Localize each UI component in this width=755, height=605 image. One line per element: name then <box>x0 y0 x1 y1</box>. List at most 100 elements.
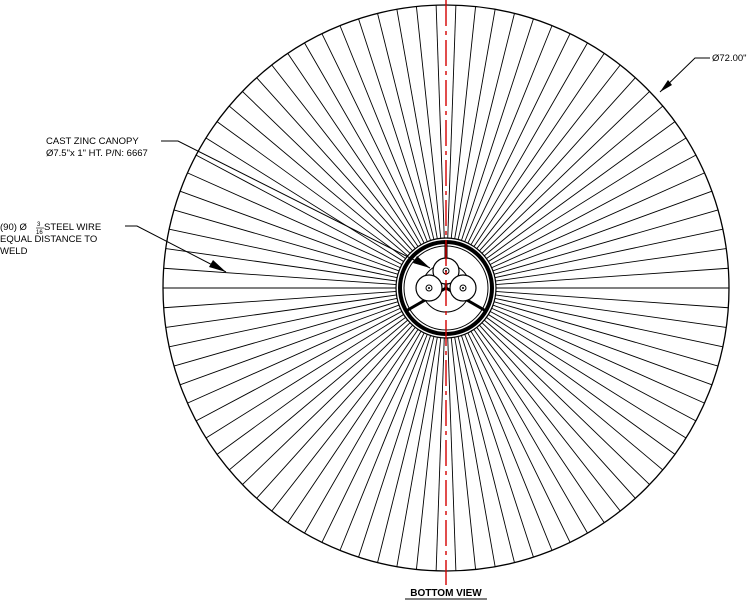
steel-wire <box>475 64 621 251</box>
steel-wire <box>493 290 729 309</box>
steel-wire <box>466 33 571 246</box>
wire-leader <box>125 225 227 273</box>
steel-wire <box>304 329 423 534</box>
steel-wire <box>165 294 399 328</box>
steel-wire <box>469 42 588 247</box>
steel-wire <box>469 329 588 534</box>
steel-wire <box>460 333 534 558</box>
steel-wire <box>463 332 553 551</box>
steel-wire <box>492 297 723 348</box>
steel-wire <box>205 137 406 263</box>
steel-wire <box>358 18 432 243</box>
steel-wire <box>256 323 415 499</box>
steel-wire <box>480 321 650 485</box>
steel-wire <box>477 323 636 499</box>
steel-wire-spokes <box>163 5 729 571</box>
diameter-label: Ø72.00" <box>712 53 747 64</box>
steel-wire <box>457 334 515 563</box>
view-title: BOTTOM VIEW <box>410 588 482 599</box>
steel-wire <box>490 303 713 386</box>
steel-wire <box>173 300 400 367</box>
steel-wire <box>242 91 412 255</box>
steel-wire <box>169 297 400 348</box>
steel-wire <box>460 18 534 243</box>
steel-wire <box>287 327 420 523</box>
steel-wire <box>493 267 729 286</box>
steel-wire <box>472 53 605 249</box>
steel-wire <box>358 333 432 558</box>
steel-wire <box>482 105 664 258</box>
steel-wire <box>339 332 429 551</box>
steel-wire <box>435 5 445 241</box>
steel-wire <box>187 307 403 404</box>
steel-wire <box>228 105 410 258</box>
steel-wire <box>492 209 719 276</box>
steel-wire <box>453 9 496 241</box>
steel-wire <box>228 318 410 471</box>
steel-wire <box>165 248 399 282</box>
steel-wire <box>179 190 402 273</box>
steel-wire <box>163 290 399 309</box>
steel-wire <box>271 64 417 251</box>
steel-wire <box>450 335 477 570</box>
steel-wire <box>486 137 687 263</box>
wire-label-line1-suffix: STEEL WIRE <box>44 222 101 233</box>
steel-wire <box>287 53 420 249</box>
wire-label-line3: WELD <box>0 246 28 257</box>
steel-wire <box>492 300 719 367</box>
diameter-leader <box>659 57 710 93</box>
steel-wire <box>396 9 439 241</box>
steel-wire <box>489 172 705 269</box>
steel-wire <box>482 318 664 471</box>
steel-wire <box>477 77 636 253</box>
steel-wire <box>484 315 676 455</box>
steel-wire <box>377 334 435 563</box>
steel-wire <box>205 313 406 439</box>
canopy-label-line2: Ø7.5"x 1" HT. P/N: 6667 <box>46 148 148 159</box>
steel-wire <box>163 267 399 286</box>
steel-wire <box>480 91 650 255</box>
steel-wire <box>304 42 423 247</box>
steel-wire <box>488 154 697 266</box>
steel-wire <box>489 307 705 404</box>
steel-wire <box>187 172 403 269</box>
steel-wire <box>216 121 408 261</box>
steel-wire <box>216 315 408 455</box>
steel-wire <box>339 25 429 244</box>
steel-wire <box>450 6 477 241</box>
steel-wire <box>242 321 412 485</box>
steel-wire <box>435 335 445 571</box>
steel-wire <box>415 6 442 241</box>
wire-label-line2: EQUAL DISTANCE TO <box>0 234 97 245</box>
wire-fraction-denominator: 16 <box>36 230 43 236</box>
steel-wire <box>321 330 426 543</box>
steel-wire <box>493 248 727 282</box>
canopy-label-line1: CAST ZINC CANOPY <box>46 136 139 147</box>
wire-label-line1-prefix: (90) Ø <box>0 222 28 233</box>
canopy-leader <box>161 140 431 269</box>
steel-wire <box>256 77 415 253</box>
steel-wire <box>415 335 442 570</box>
steel-wire <box>453 335 496 567</box>
steel-wire <box>377 13 435 242</box>
steel-wire <box>492 228 723 279</box>
steel-wire <box>179 303 402 386</box>
steel-wire <box>195 310 404 422</box>
steel-wire <box>493 294 727 328</box>
wire-fraction-numerator: 3 <box>37 222 41 228</box>
steel-wire <box>271 325 417 512</box>
steel-wire <box>472 327 605 523</box>
steel-wire <box>463 25 553 244</box>
steel-wire <box>447 5 457 241</box>
steel-wire <box>488 310 697 422</box>
steel-wire <box>173 209 400 276</box>
steel-wire <box>396 335 439 567</box>
steel-wire <box>169 228 400 279</box>
steel-wire <box>475 325 621 512</box>
steel-wire <box>457 13 515 242</box>
steel-wire <box>195 154 404 266</box>
steel-wire <box>321 33 426 246</box>
steel-wire <box>486 313 687 439</box>
steel-wire <box>490 190 713 273</box>
